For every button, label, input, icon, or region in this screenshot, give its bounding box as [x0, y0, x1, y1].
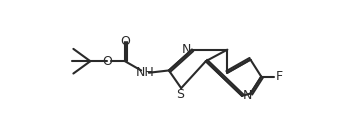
- Text: S: S: [176, 88, 184, 101]
- Text: N: N: [182, 43, 191, 56]
- Text: N: N: [243, 89, 252, 102]
- Text: O: O: [102, 55, 112, 68]
- Text: O: O: [120, 36, 130, 49]
- Text: F: F: [276, 70, 283, 83]
- Text: NH: NH: [136, 66, 154, 79]
